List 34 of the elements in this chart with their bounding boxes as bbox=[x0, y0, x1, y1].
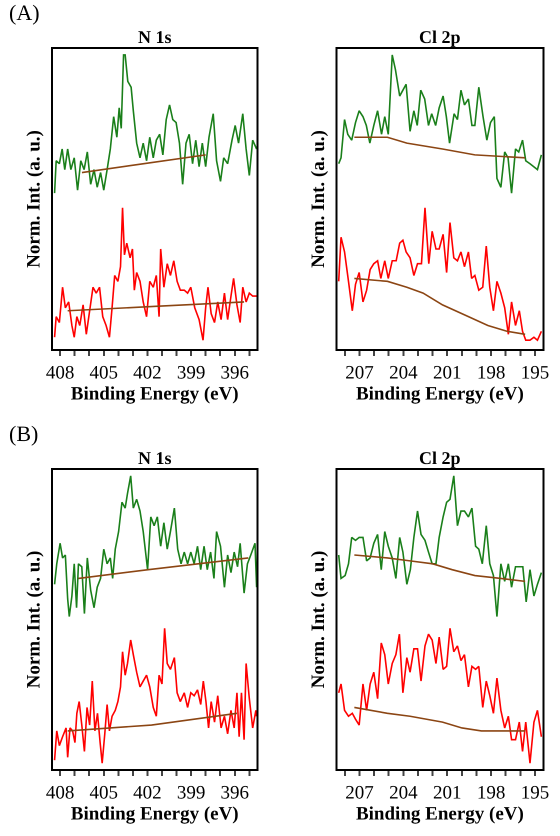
y-axis-title: Norm. Int. (a. u.) bbox=[308, 130, 330, 268]
x-tick-label: 408 bbox=[46, 782, 74, 804]
x-tick-label: 201 bbox=[432, 362, 462, 384]
x-tick-label: 405 bbox=[90, 362, 118, 384]
x-tick-label: 198 bbox=[476, 782, 506, 804]
text: (A) bbox=[9, 0, 40, 25]
x-tick-label: 408 bbox=[46, 362, 74, 384]
x-tick-label: 396 bbox=[220, 362, 250, 384]
x-tick-label: 195 bbox=[520, 362, 550, 384]
x-tick-label: 207 bbox=[345, 782, 374, 804]
chart-title: Cl 2p bbox=[419, 448, 461, 468]
y-axis-title: Norm. Int. (a. u.) bbox=[23, 130, 44, 268]
y-axis-title: Norm. Int. (a. u.) bbox=[23, 550, 44, 688]
x-axis-title: Binding Energy (eV) bbox=[70, 384, 239, 405]
text: (B) bbox=[9, 421, 38, 446]
x-tick-label: 405 bbox=[90, 782, 118, 804]
x-tick-label: 207 bbox=[345, 362, 374, 384]
x-tick-label: 204 bbox=[389, 362, 418, 384]
x-tick-label: 201 bbox=[432, 782, 462, 804]
x-axis-title: Binding Energy (eV) bbox=[356, 804, 524, 825]
chart-title: Cl 2p bbox=[419, 27, 461, 47]
x-tick-label: 399 bbox=[176, 782, 206, 804]
x-tick-label: 198 bbox=[476, 362, 506, 384]
x-tick-label: 396 bbox=[220, 782, 250, 804]
x-axis-title: Binding Energy (eV) bbox=[70, 804, 239, 825]
x-tick-label: 399 bbox=[176, 362, 206, 384]
x-tick-label: 204 bbox=[389, 782, 418, 804]
chart-title: N 1s bbox=[138, 27, 172, 47]
chart-title: N 1s bbox=[138, 448, 172, 468]
x-tick-label: 402 bbox=[133, 782, 162, 804]
x-tick-label: 195 bbox=[520, 782, 550, 804]
x-axis-title: Binding Energy (eV) bbox=[356, 384, 524, 405]
x-tick-label: 402 bbox=[133, 362, 162, 384]
y-axis-title: Norm. Int. (a. u.) bbox=[308, 550, 330, 688]
